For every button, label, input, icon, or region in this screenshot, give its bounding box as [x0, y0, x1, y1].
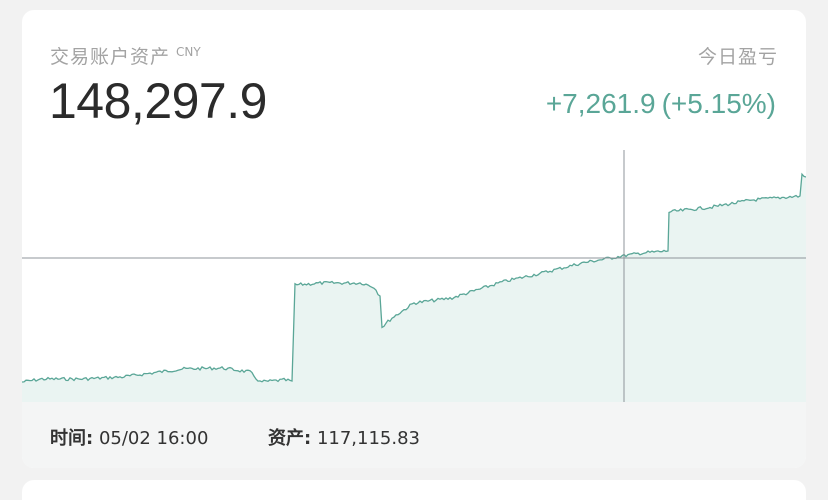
- currency-label: CNY: [176, 44, 201, 59]
- tooltip-time: 时间: 05/02 16:00: [50, 424, 208, 450]
- account-total-value: 148,297.9: [49, 73, 267, 129]
- asset-chart[interactable]: [22, 150, 806, 402]
- account-assets-title: 交易账户资产: [50, 46, 171, 68]
- today-pnl-percent: (+5.15%): [661, 88, 776, 119]
- tooltip-time-value: 05/02 16:00: [98, 428, 209, 449]
- asset-line: [22, 172, 806, 383]
- today-pnl-label: 今日盈亏: [697, 46, 778, 68]
- tooltip-time-label: 时间:: [50, 428, 94, 449]
- tooltip-asset-label: 资产:: [268, 428, 312, 449]
- account-card: 交易账户资产 CNY 148,297.9 今日盈亏 +7,261.9 (+5.15%…: [22, 10, 806, 468]
- today-pnl-amount: +7,261.9: [545, 88, 656, 119]
- today-pnl: +7,261.9 (+5.15%): [546, 88, 776, 120]
- next-card-edge: [22, 480, 806, 500]
- tooltip-asset-value: 117,115.83: [316, 428, 420, 449]
- tooltip-bar: 时间: 05/02 16:00 资产: 117,115.83: [22, 402, 806, 468]
- tooltip-asset: 资产: 117,115.83: [268, 424, 420, 450]
- asset-area-fill: [22, 174, 806, 402]
- account-assets-label: 交易账户资产 CNY: [50, 42, 201, 69]
